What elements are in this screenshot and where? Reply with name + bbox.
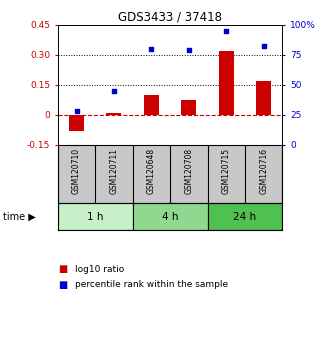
Bar — [208, 204, 282, 230]
Bar — [181, 100, 196, 115]
Text: GSM120711: GSM120711 — [109, 148, 118, 194]
Text: GSM120648: GSM120648 — [147, 148, 156, 194]
Text: GSM120708: GSM120708 — [184, 148, 193, 194]
Text: percentile rank within the sample: percentile rank within the sample — [75, 280, 229, 290]
Point — [74, 108, 79, 114]
Point — [186, 47, 191, 53]
Text: 24 h: 24 h — [233, 212, 256, 222]
Text: GSM120716: GSM120716 — [259, 148, 268, 194]
Text: GSM120715: GSM120715 — [222, 148, 231, 194]
Title: GDS3433 / 37418: GDS3433 / 37418 — [118, 11, 222, 24]
Text: 1 h: 1 h — [87, 212, 103, 222]
Point — [111, 88, 117, 93]
Text: ■: ■ — [58, 264, 67, 274]
Text: log10 ratio: log10 ratio — [75, 264, 125, 274]
Bar — [58, 204, 133, 230]
Bar — [133, 204, 208, 230]
Bar — [69, 115, 84, 131]
Bar — [219, 51, 234, 115]
Bar — [256, 81, 271, 115]
Text: GSM120710: GSM120710 — [72, 148, 81, 194]
Bar — [107, 113, 121, 115]
Text: 4 h: 4 h — [162, 212, 178, 222]
Point — [149, 46, 154, 52]
Point — [224, 28, 229, 34]
Point — [261, 44, 266, 49]
Text: time ▶: time ▶ — [3, 212, 36, 222]
Text: ■: ■ — [58, 280, 67, 290]
Bar — [144, 95, 159, 115]
